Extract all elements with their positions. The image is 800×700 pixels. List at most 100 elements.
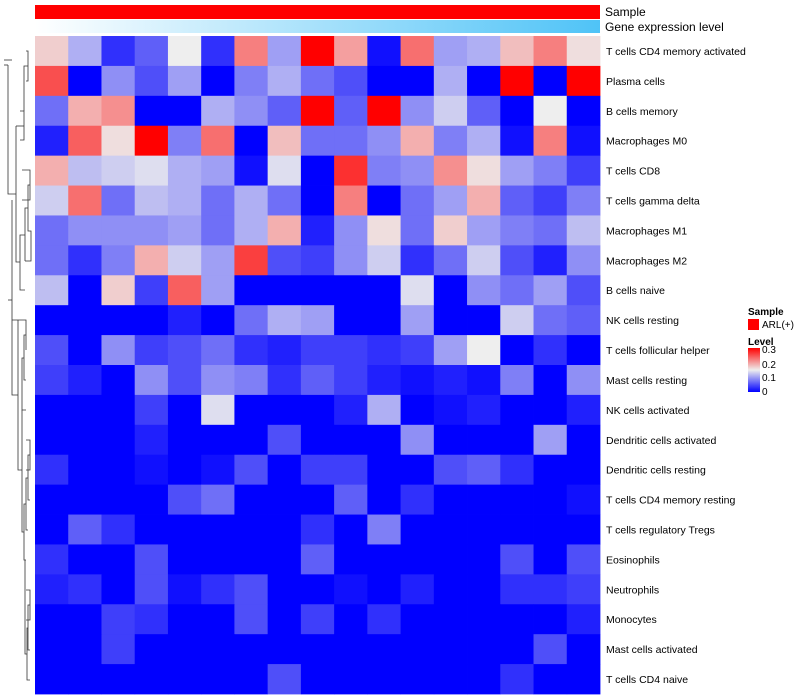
heatmap-cell xyxy=(500,484,534,515)
heatmap-cell xyxy=(35,484,69,515)
heatmap-cell xyxy=(400,574,435,605)
heatmap-cell xyxy=(533,36,568,67)
heatmap-cell xyxy=(101,275,136,306)
heatmap-cell xyxy=(300,215,335,246)
level-tick-0-1: 0.1 xyxy=(762,373,776,384)
heatmap-cell xyxy=(201,245,235,276)
heatmap-cell xyxy=(167,245,202,276)
heatmap-cell xyxy=(566,514,601,545)
sample-legend-entry: ARL(+) xyxy=(762,320,794,331)
heatmap-cell xyxy=(533,215,568,246)
heatmap-cell xyxy=(433,454,468,486)
heatmap-cell xyxy=(267,604,302,635)
heatmap-cell xyxy=(566,634,601,665)
heatmap-cell xyxy=(467,305,501,336)
heatmap-cell xyxy=(400,155,435,186)
heatmap-cell xyxy=(267,335,302,366)
heatmap-cell xyxy=(566,305,601,336)
heatmap-cell xyxy=(300,514,335,545)
heatmap-cell xyxy=(467,634,501,665)
heatmap-cell xyxy=(300,155,335,186)
heatmap-cell xyxy=(167,634,202,665)
heatmap-cell xyxy=(201,634,235,665)
heatmap-cell xyxy=(533,484,568,515)
heatmap-cell xyxy=(467,335,501,366)
heatmap-cell xyxy=(234,185,269,216)
heatmap-cell xyxy=(234,604,269,635)
heatmap-cell xyxy=(35,36,69,67)
heatmap-cell xyxy=(35,125,69,157)
heatmap-cell xyxy=(134,664,169,695)
heatmap-cell xyxy=(400,514,435,545)
heatmap-cell xyxy=(334,245,368,276)
row-label: Macrophages M1 xyxy=(606,225,687,237)
heatmap-cell xyxy=(234,664,269,695)
sample-legend-title: Sample xyxy=(748,307,784,318)
heatmap-cell xyxy=(68,65,102,97)
heatmap-cell xyxy=(367,36,401,67)
heatmap-cell xyxy=(433,634,468,665)
heatmap-cell xyxy=(566,185,601,216)
heatmap-cell xyxy=(134,215,169,246)
heatmap-cell xyxy=(566,95,601,127)
heatmap-cell xyxy=(267,65,302,97)
heatmap-cell xyxy=(334,514,368,545)
heatmap-cell xyxy=(433,215,468,246)
heatmap-cell xyxy=(201,484,235,515)
heatmap-cell xyxy=(167,365,202,396)
heatmap-cell xyxy=(35,634,69,665)
heatmap-cell xyxy=(300,36,335,67)
heatmap-cell xyxy=(201,544,235,575)
heatmap-cell xyxy=(367,484,401,515)
level-tick-0-2: 0.2 xyxy=(762,360,776,371)
heatmap-cell xyxy=(433,664,468,695)
heatmap-cell xyxy=(234,424,269,456)
heatmap-cell xyxy=(267,185,302,216)
heatmap-cell xyxy=(201,65,235,97)
heatmap-cell xyxy=(300,484,335,515)
heatmap-cell xyxy=(566,335,601,366)
row-label: Mast cells activated xyxy=(606,644,698,656)
heatmap-cell xyxy=(35,275,69,306)
heatmap-cell xyxy=(400,36,435,67)
heatmap-cell xyxy=(134,65,169,97)
heatmap-cell xyxy=(500,275,534,306)
heatmap-cell xyxy=(101,155,136,186)
gene-expression-annotation-bar xyxy=(35,20,600,33)
heatmap-cell xyxy=(467,65,501,97)
heatmap-cell xyxy=(267,544,302,575)
heatmap-cell xyxy=(467,365,501,396)
heatmap-cell xyxy=(334,424,368,456)
heatmap-cell xyxy=(533,65,568,97)
heatmap-cell xyxy=(433,36,468,67)
heatmap-cell xyxy=(467,394,501,426)
heatmap-cell xyxy=(35,544,69,575)
heatmap-cell xyxy=(467,275,501,306)
row-label: Macrophages M2 xyxy=(606,255,687,267)
level-tick-0-3: 0.3 xyxy=(762,345,776,356)
heatmap-cell xyxy=(101,215,136,246)
heatmap-cell xyxy=(400,544,435,575)
heatmap-cell xyxy=(533,305,568,336)
heatmap-cell xyxy=(35,514,69,545)
heatmap-cell xyxy=(566,365,601,396)
heatmap-cell xyxy=(500,245,534,276)
heatmap-cell xyxy=(134,125,169,157)
heatmap-cell xyxy=(68,394,102,426)
heatmap-cell xyxy=(300,275,335,306)
heatmap-cell xyxy=(433,394,468,426)
heatmap-cell xyxy=(35,604,69,635)
heatmap-cell xyxy=(134,454,169,486)
row-labels: T cells CD4 memory activated Plasma cells… xyxy=(606,46,746,686)
heatmap-cell xyxy=(35,664,69,695)
heatmap-cell xyxy=(167,155,202,186)
heatmap-cell xyxy=(167,125,202,157)
heatmap-cell xyxy=(400,394,435,426)
heatmap-cell xyxy=(533,185,568,216)
heatmap-cell xyxy=(433,335,468,366)
heatmap-cell xyxy=(500,634,534,665)
heatmap-cell xyxy=(533,604,568,635)
heatmap-cell xyxy=(566,65,601,97)
heatmap-cell xyxy=(500,335,534,366)
heatmap-cell xyxy=(167,275,202,306)
